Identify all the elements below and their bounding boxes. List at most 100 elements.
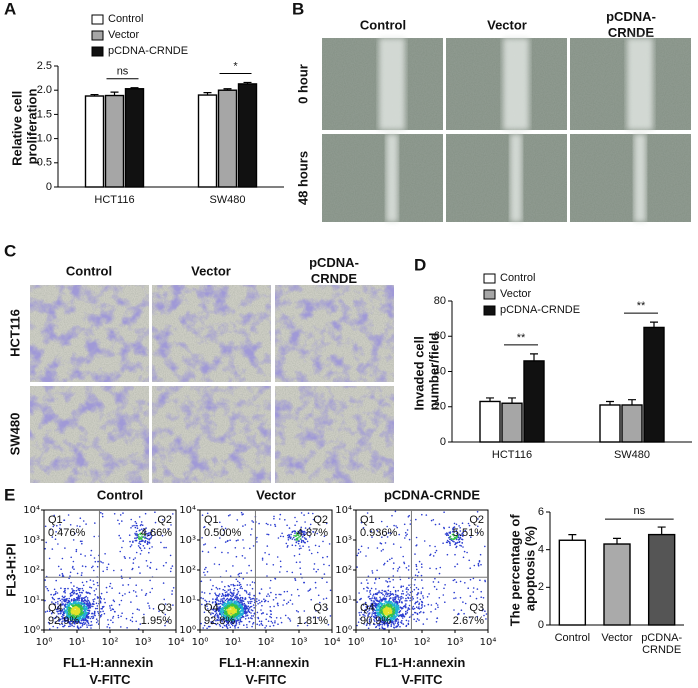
event-dot: [248, 602, 250, 604]
event-dot: [369, 590, 371, 592]
legend-swatch: [484, 306, 495, 315]
event-dot: [396, 626, 398, 628]
event-dot: [382, 600, 384, 602]
event-dot: [374, 598, 376, 600]
event-dot: [377, 600, 379, 602]
event-dot: [326, 598, 328, 600]
significance-label: ns: [634, 505, 646, 517]
event-dot: [466, 552, 468, 554]
event-dot: [72, 567, 74, 569]
event-dot: [431, 604, 433, 606]
event-dot: [147, 543, 149, 545]
event-dot: [62, 558, 64, 560]
event-dot: [460, 597, 462, 599]
event-dot: [60, 587, 62, 589]
event-dot: [239, 619, 241, 621]
event-dot: [409, 600, 411, 602]
event-dot: [397, 602, 399, 604]
event-dot: [135, 540, 137, 542]
y-tick-label: 10⁰: [335, 625, 352, 636]
event-dot: [49, 628, 51, 630]
bar: [622, 405, 642, 442]
event-dot: [437, 607, 439, 609]
event-dot: [407, 612, 409, 614]
event-dot: [204, 569, 206, 571]
event-dot: [427, 596, 429, 598]
event-dot: [80, 517, 82, 519]
column-header: pCDNA-CRNDE: [606, 9, 656, 40]
event-dot: [225, 600, 227, 602]
event-dot: [304, 521, 306, 523]
event-dot: [408, 565, 410, 567]
event-dot: [122, 595, 124, 597]
event-dot: [81, 610, 83, 612]
event-dot: [225, 608, 227, 610]
event-dot: [201, 581, 203, 583]
event-dot: [356, 566, 358, 568]
event-dot: [239, 595, 241, 597]
event-dot: [136, 523, 138, 525]
event-dot: [89, 604, 91, 606]
event-dot: [113, 609, 115, 611]
event-dot: [97, 620, 99, 622]
event-dot: [416, 569, 418, 571]
event-dot: [383, 564, 385, 566]
event-dot: [235, 611, 237, 613]
event-dot: [390, 601, 392, 603]
event-dot: [454, 554, 456, 556]
event-dot: [136, 552, 138, 554]
event-dot: [69, 575, 71, 577]
event-dot: [310, 524, 312, 526]
event-dot: [90, 579, 92, 581]
event-dot: [398, 534, 400, 536]
event-dot: [70, 595, 72, 597]
event-dot: [222, 589, 224, 591]
event-dot: [299, 561, 301, 563]
event-dot: [92, 603, 94, 605]
event-dot: [95, 608, 97, 610]
event-dot: [454, 566, 456, 568]
event-dot: [102, 606, 104, 608]
event-dot: [453, 609, 455, 611]
error-bar: [613, 538, 621, 544]
event-dot: [403, 623, 405, 625]
event-dot: [245, 613, 247, 615]
row-header: 0 hour: [295, 64, 310, 104]
event-dot: [139, 516, 141, 518]
event-dot: [266, 595, 268, 597]
event-dot: [394, 622, 396, 624]
event-dot: [248, 606, 250, 608]
y-tick-label: 10¹: [23, 595, 40, 606]
event-dot: [148, 605, 150, 607]
event-dot: [396, 620, 398, 622]
plot-title: Vector: [256, 487, 296, 502]
event-dot: [86, 626, 88, 628]
event-dot: [226, 570, 228, 572]
event-dot: [155, 522, 157, 524]
event-dot: [416, 566, 418, 568]
event-dot: [69, 607, 71, 609]
event-dot: [55, 591, 57, 593]
event-dot: [102, 516, 104, 518]
event-dot: [416, 544, 418, 546]
event-dot: [135, 534, 137, 536]
event-dot: [372, 572, 374, 574]
event-dot: [237, 584, 239, 586]
event-dot: [87, 621, 89, 623]
event-dot: [420, 599, 422, 601]
event-dot: [91, 587, 93, 589]
event-dot: [454, 523, 456, 525]
event-dot: [456, 546, 458, 548]
event-dot: [239, 623, 241, 625]
event-dot: [271, 617, 273, 619]
event-dot: [68, 514, 70, 516]
event-dot: [301, 512, 303, 514]
event-dot: [377, 609, 379, 611]
event-dot: [81, 615, 83, 617]
event-dot: [412, 598, 414, 600]
event-dot: [286, 571, 288, 573]
event-dot: [149, 607, 151, 609]
event-dot: [393, 618, 395, 620]
event-dot: [280, 514, 282, 516]
